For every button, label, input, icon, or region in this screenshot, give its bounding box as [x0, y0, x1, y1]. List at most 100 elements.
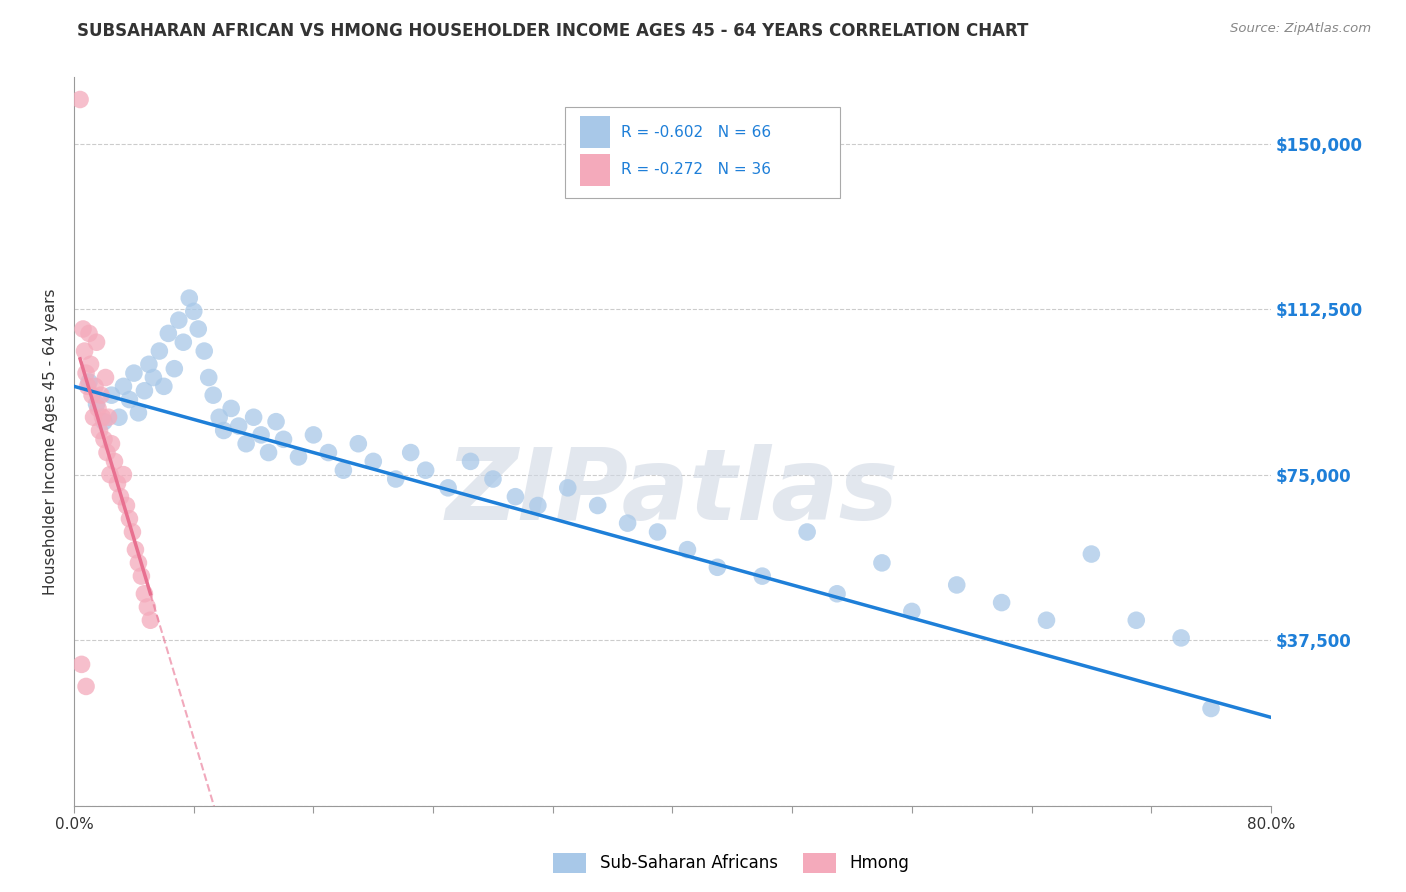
Point — [127, 556, 149, 570]
Point — [647, 524, 669, 539]
Point — [1080, 547, 1102, 561]
Point — [361, 454, 384, 468]
Point — [72, 322, 94, 336]
Point — [112, 467, 135, 482]
Point — [212, 424, 235, 438]
Point — [75, 366, 97, 380]
Point — [219, 401, 242, 416]
Point — [138, 357, 160, 371]
Point — [825, 587, 848, 601]
Point — [100, 436, 122, 450]
FancyBboxPatch shape — [565, 106, 839, 198]
Point — [228, 419, 250, 434]
FancyBboxPatch shape — [581, 154, 610, 186]
Point — [287, 450, 309, 464]
Point — [183, 304, 205, 318]
Point — [250, 428, 273, 442]
Point — [153, 379, 176, 393]
Point — [235, 436, 257, 450]
Point — [796, 524, 818, 539]
Point — [870, 556, 893, 570]
Point — [134, 384, 156, 398]
Legend: Sub-Saharan Africans, Hmong: Sub-Saharan Africans, Hmong — [547, 847, 915, 880]
Point — [399, 445, 422, 459]
Point — [76, 379, 98, 393]
Point — [1125, 613, 1147, 627]
Point — [187, 322, 209, 336]
Point — [73, 344, 96, 359]
Point — [1035, 613, 1057, 627]
Point — [557, 481, 579, 495]
Point — [70, 657, 93, 672]
FancyBboxPatch shape — [581, 116, 610, 148]
Point — [208, 410, 231, 425]
Text: R = -0.272   N = 36: R = -0.272 N = 36 — [621, 162, 770, 178]
Point — [302, 428, 325, 442]
Point — [264, 415, 287, 429]
Point — [83, 410, 105, 425]
Point — [142, 370, 165, 384]
Point — [901, 604, 924, 618]
Point — [1199, 701, 1222, 715]
Y-axis label: Householder Income Ages 45 - 64 years: Householder Income Ages 45 - 64 years — [44, 288, 58, 595]
Point — [136, 600, 159, 615]
Point — [69, 93, 91, 107]
Point — [437, 481, 460, 495]
Point — [91, 410, 114, 425]
Point — [77, 326, 100, 341]
Point — [172, 335, 194, 350]
Point — [242, 410, 264, 425]
Point — [676, 542, 699, 557]
Point — [90, 388, 112, 402]
Point — [77, 375, 100, 389]
Point — [96, 445, 118, 459]
Text: R = -0.602   N = 66: R = -0.602 N = 66 — [621, 125, 770, 139]
Point — [121, 524, 143, 539]
Point — [93, 415, 115, 429]
Point — [87, 401, 110, 416]
Point — [134, 587, 156, 601]
Point — [384, 472, 406, 486]
Point — [86, 335, 108, 350]
Point — [1170, 631, 1192, 645]
Point — [751, 569, 773, 583]
Point — [103, 454, 125, 468]
Point — [197, 370, 219, 384]
Point — [257, 445, 280, 459]
Point — [482, 472, 505, 486]
Point — [107, 476, 129, 491]
Point — [127, 406, 149, 420]
Point — [167, 313, 190, 327]
Text: Source: ZipAtlas.com: Source: ZipAtlas.com — [1230, 22, 1371, 36]
Point — [148, 344, 170, 359]
Point — [332, 463, 354, 477]
Point — [318, 445, 340, 459]
Point — [79, 357, 101, 371]
Point — [157, 326, 180, 341]
Point — [112, 379, 135, 393]
Point — [118, 392, 141, 407]
Point — [990, 596, 1012, 610]
Point — [80, 388, 103, 402]
Point — [139, 613, 162, 627]
Point — [115, 499, 138, 513]
Point — [93, 433, 115, 447]
Point — [460, 454, 482, 468]
Point — [202, 388, 225, 402]
Point — [124, 542, 146, 557]
Text: ZIPatlas: ZIPatlas — [446, 444, 898, 541]
Point — [163, 361, 186, 376]
Point — [94, 370, 117, 384]
Point — [108, 410, 131, 425]
Point — [118, 512, 141, 526]
Point — [193, 344, 215, 359]
Point — [347, 436, 370, 450]
Point — [179, 291, 201, 305]
Point — [527, 499, 550, 513]
Point — [110, 490, 132, 504]
Point — [505, 490, 527, 504]
Point — [98, 467, 121, 482]
Point — [415, 463, 437, 477]
Point — [945, 578, 967, 592]
Point — [586, 499, 609, 513]
